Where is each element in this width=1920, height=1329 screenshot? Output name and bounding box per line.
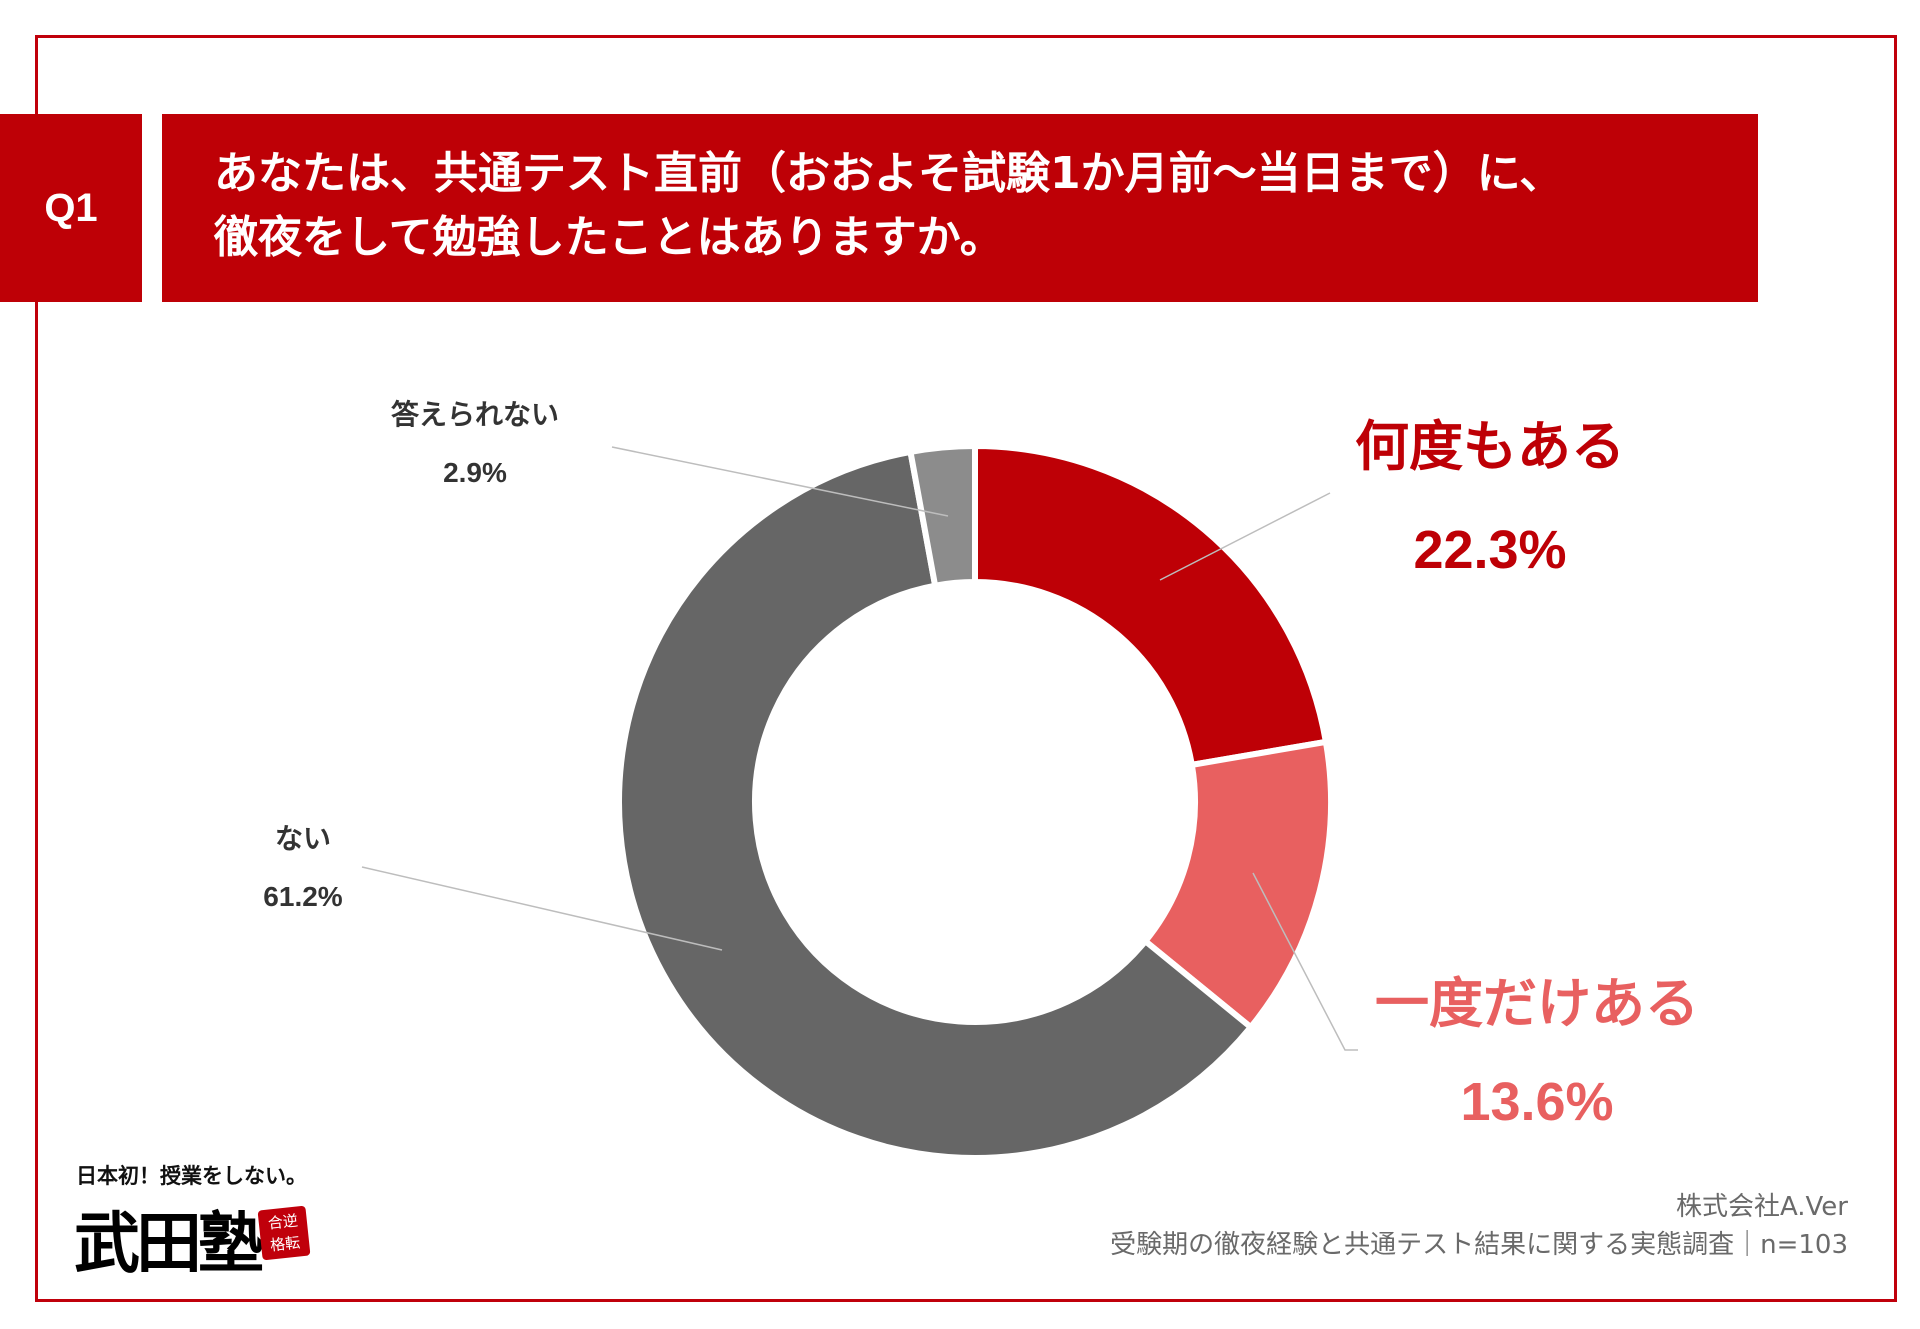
value-label-frequently: 22.3% [1413,520,1566,580]
source-company: 株式会社A.Ver [1675,1192,1848,1222]
category-label-frequently: 何度もある [1355,415,1625,478]
category-label-never: ない [275,822,331,855]
value-label-no-answer: 2.9% [443,457,507,488]
brand-name: 武田塾 [74,1204,264,1282]
donut-slice-frequently [972,442,1330,769]
source-survey: 受験期の徹夜経験と共通テスト結果に関する実態調査｜n=103 [1110,1230,1848,1260]
value-label-once: 13.6% [1460,1072,1613,1132]
value-label-never: 61.2% [263,881,342,912]
category-label-once: 一度だけある [1375,972,1699,1035]
slide-frame [35,35,1897,1302]
brand-stamp-line2: 格転 [269,1233,302,1255]
leader-line-frequently [1159,492,1331,581]
category-label-no-answer: 答えられない [391,398,559,431]
question-number-badge: Q1 [0,114,142,302]
brand-logo: 日本初！授業をしない。 武田塾 合逆 格転 [72,1160,322,1282]
question-text-line2: 徹夜をして勉強したことはありますか。 [214,212,1004,263]
donut-slice-never [616,448,1255,1161]
brand-tagline: 日本初！授業をしない。 [76,1163,307,1188]
leader-line-no-answer [611,446,949,517]
question-text-line1: あなたは、共通テスト直前（おおよそ試験1か月前～当日まで）に、 [214,148,1564,199]
donut-slice-no-answer [906,442,978,590]
question-header: あなたは、共通テスト直前（おおよそ試験1か月前～当日まで）に、 徹夜をして勉強し… [162,114,1758,302]
question-number: Q1 [44,185,98,230]
source-note: 株式会社A.Ver 受験期の徹夜経験と共通テスト結果に関する実態調査｜n=103 [1110,1188,1848,1264]
leader-line-once [1252,872,1358,1051]
leader-line-never [361,866,723,951]
brand-stamp: 合逆 格転 [257,1205,311,1261]
